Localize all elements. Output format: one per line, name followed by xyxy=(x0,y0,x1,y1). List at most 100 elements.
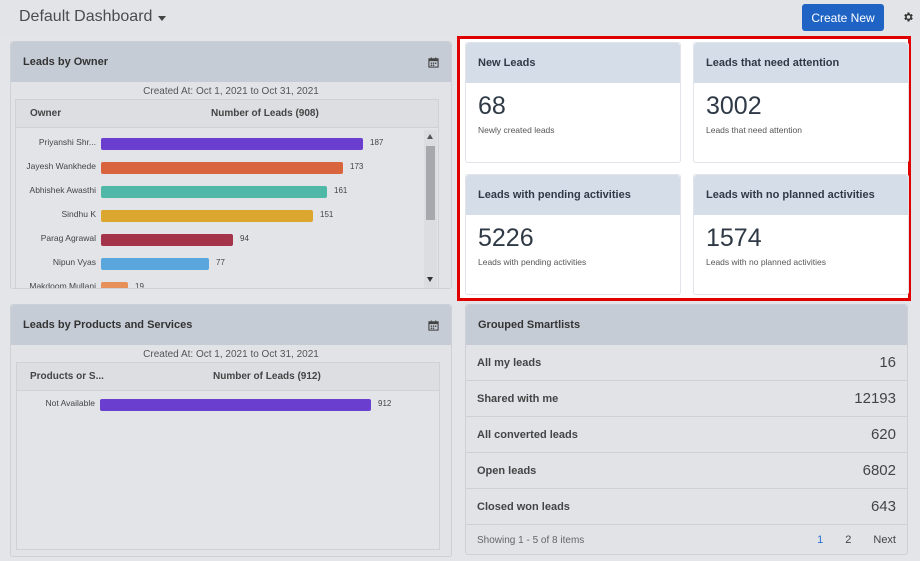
bar[interactable] xyxy=(101,162,343,174)
card-title: Leads that need attention xyxy=(694,43,908,83)
panel-header: Leads by Owner xyxy=(11,42,451,82)
card-subtitle: Leads that need attention xyxy=(706,125,802,135)
bar[interactable] xyxy=(101,234,233,246)
card-title: Leads with no planned activities xyxy=(694,175,908,215)
bar-label: Not Available xyxy=(45,398,95,408)
table-header: Owner Number of Leads (908) xyxy=(16,100,438,128)
dashboard-title: Default Dashboard xyxy=(19,8,153,25)
card-leads-need-attention[interactable]: Leads that need attention 3002 Leads tha… xyxy=(693,42,909,163)
created-at-text: Created At: Oct 1, 2021 to Oct 31, 2021 xyxy=(143,349,319,360)
owner-bar-chart: Priyanshi Shr... 187 Jayesh Wankhede 173 Abh… xyxy=(16,136,426,288)
scroll-up-icon[interactable] xyxy=(427,134,433,139)
bar-label: Jayesh Wankhede xyxy=(26,161,96,171)
bar-row: Abhishek Awasthi 161 xyxy=(16,184,426,200)
bar-value-label: 161 xyxy=(334,186,348,195)
next-page-link[interactable]: Next xyxy=(873,534,896,546)
smartlist-count: 16 xyxy=(879,354,896,371)
column-number-of-leads[interactable]: Number of Leads (912) xyxy=(213,371,321,382)
leads-by-owner-panel: Leads by Owner Created At: Oct 1, 2021 t… xyxy=(10,41,452,289)
panel-header: Leads by Products and Services xyxy=(11,305,451,345)
card-title: Leads with pending activities xyxy=(466,175,680,215)
card-value: 68 xyxy=(478,92,506,120)
smartlist-item[interactable]: All converted leads 620 xyxy=(466,417,907,453)
pagination: Showing 1 - 5 of 8 items 1 2 Next xyxy=(466,525,907,555)
bar-label: Priyanshi Shr... xyxy=(38,137,96,147)
owner-table: Owner Number of Leads (908) Priyanshi Sh… xyxy=(15,99,439,289)
create-new-button[interactable]: Create New xyxy=(802,4,884,31)
bar[interactable] xyxy=(100,399,371,411)
page-2-link[interactable]: 2 xyxy=(845,534,852,546)
bar-row: Jayesh Wankhede 173 xyxy=(16,160,426,176)
bar-label: Abhishek Awasthi xyxy=(29,185,96,195)
smartlist-item[interactable]: Shared with me 12193 xyxy=(466,381,907,417)
smartlist-count: 12193 xyxy=(854,390,896,407)
bar-value-label: 187 xyxy=(370,138,384,147)
card-value: 3002 xyxy=(706,92,762,120)
bar-row: Priyanshi Shr... 187 xyxy=(16,136,426,152)
card-subtitle: Leads with pending activities xyxy=(478,257,587,267)
bar-row: Makdoom Mullani 19 xyxy=(16,280,426,288)
smartlist-label: Closed won leads xyxy=(477,500,570,513)
bar-value-label: 77 xyxy=(216,258,225,267)
smartlist-label: Open leads xyxy=(477,464,537,477)
bar-value-label: 94 xyxy=(240,234,249,243)
bar-row: Nipun Vyas 77 xyxy=(16,256,426,272)
bar[interactable] xyxy=(101,282,128,288)
top-bar: Default Dashboard Create New xyxy=(0,0,920,36)
smartlist-count: 643 xyxy=(870,498,896,515)
card-no-planned-activities[interactable]: Leads with no planned activities 1574 Le… xyxy=(693,174,909,295)
dashboard-selector[interactable]: Default Dashboard xyxy=(19,8,167,26)
bar-value-label: 173 xyxy=(350,162,364,171)
bar[interactable] xyxy=(101,210,313,222)
column-owner[interactable]: Owner xyxy=(30,108,62,119)
bar-label: Makdoom Mullani xyxy=(29,281,96,288)
bar-row: Parag Agrawal 94 xyxy=(16,232,426,248)
card-new-leads[interactable]: New Leads 68 Newly created leads xyxy=(465,42,681,163)
leads-by-products-panel: Leads by Products and Services Created A… xyxy=(10,304,452,557)
grouped-smartlists-panel: Grouped Smartlists All my leads 16 Share… xyxy=(465,304,908,555)
gear-icon[interactable] xyxy=(902,11,914,23)
smartlist-item[interactable]: Closed won leads 643 xyxy=(466,489,907,525)
column-number-of-leads[interactable]: Number of Leads (908) xyxy=(211,108,319,119)
bar[interactable] xyxy=(101,138,363,150)
smartlist-count: 6802 xyxy=(862,462,896,479)
panel-title: Grouped Smartlists xyxy=(478,319,581,331)
smartlist-label: All my leads xyxy=(477,356,542,369)
table-header: Products or S... Number of Leads (912) xyxy=(17,363,439,391)
card-subtitle: Leads with no planned activities xyxy=(706,257,827,267)
pagination-summary: Showing 1 - 5 of 8 items xyxy=(477,534,585,546)
column-products[interactable]: Products or S... xyxy=(30,371,104,382)
calendar-icon[interactable] xyxy=(428,56,439,68)
bar-row: Not Available 912 xyxy=(17,397,437,413)
bar-value-label: 912 xyxy=(378,399,392,408)
panel-title: Leads by Products and Services xyxy=(23,319,193,331)
caret-down-icon xyxy=(158,16,167,21)
bar-value-label: 151 xyxy=(320,210,334,219)
bar-label: Sindhu K xyxy=(61,209,97,219)
smartlist-item[interactable]: Open leads 6802 xyxy=(466,453,907,489)
bar[interactable] xyxy=(101,186,327,198)
card-pending-activities[interactable]: Leads with pending activities 5226 Leads… xyxy=(465,174,681,295)
panel-header: Grouped Smartlists xyxy=(466,305,907,345)
smartlist-label: All converted leads xyxy=(477,428,578,441)
scroll-thumb[interactable] xyxy=(426,146,435,220)
kpi-cards-region: New Leads 68 Newly created leads Leads t… xyxy=(457,36,911,301)
calendar-icon[interactable] xyxy=(428,319,439,331)
page-links: 1 2 Next xyxy=(817,534,896,546)
card-title: New Leads xyxy=(466,43,680,83)
created-at-text: Created At: Oct 1, 2021 to Oct 31, 2021 xyxy=(143,86,319,97)
smartlist-item[interactable]: All my leads 16 xyxy=(466,345,907,381)
bar-label: Parag Agrawal xyxy=(40,233,96,243)
products-table: Products or S... Number of Leads (912) N… xyxy=(16,362,440,550)
page-1-link[interactable]: 1 xyxy=(817,534,824,546)
vertical-scrollbar[interactable] xyxy=(424,130,437,288)
card-subtitle: Newly created leads xyxy=(478,125,555,135)
panel-title: Leads by Owner xyxy=(23,56,108,68)
bar-label: Nipun Vyas xyxy=(52,257,96,267)
bar-row: Sindhu K 151 xyxy=(16,208,426,224)
bar-value-label: 19 xyxy=(135,282,144,288)
card-value: 1574 xyxy=(706,224,762,252)
bar[interactable] xyxy=(101,258,209,270)
smartlist-count: 620 xyxy=(870,426,896,443)
scroll-down-icon[interactable] xyxy=(427,277,433,282)
